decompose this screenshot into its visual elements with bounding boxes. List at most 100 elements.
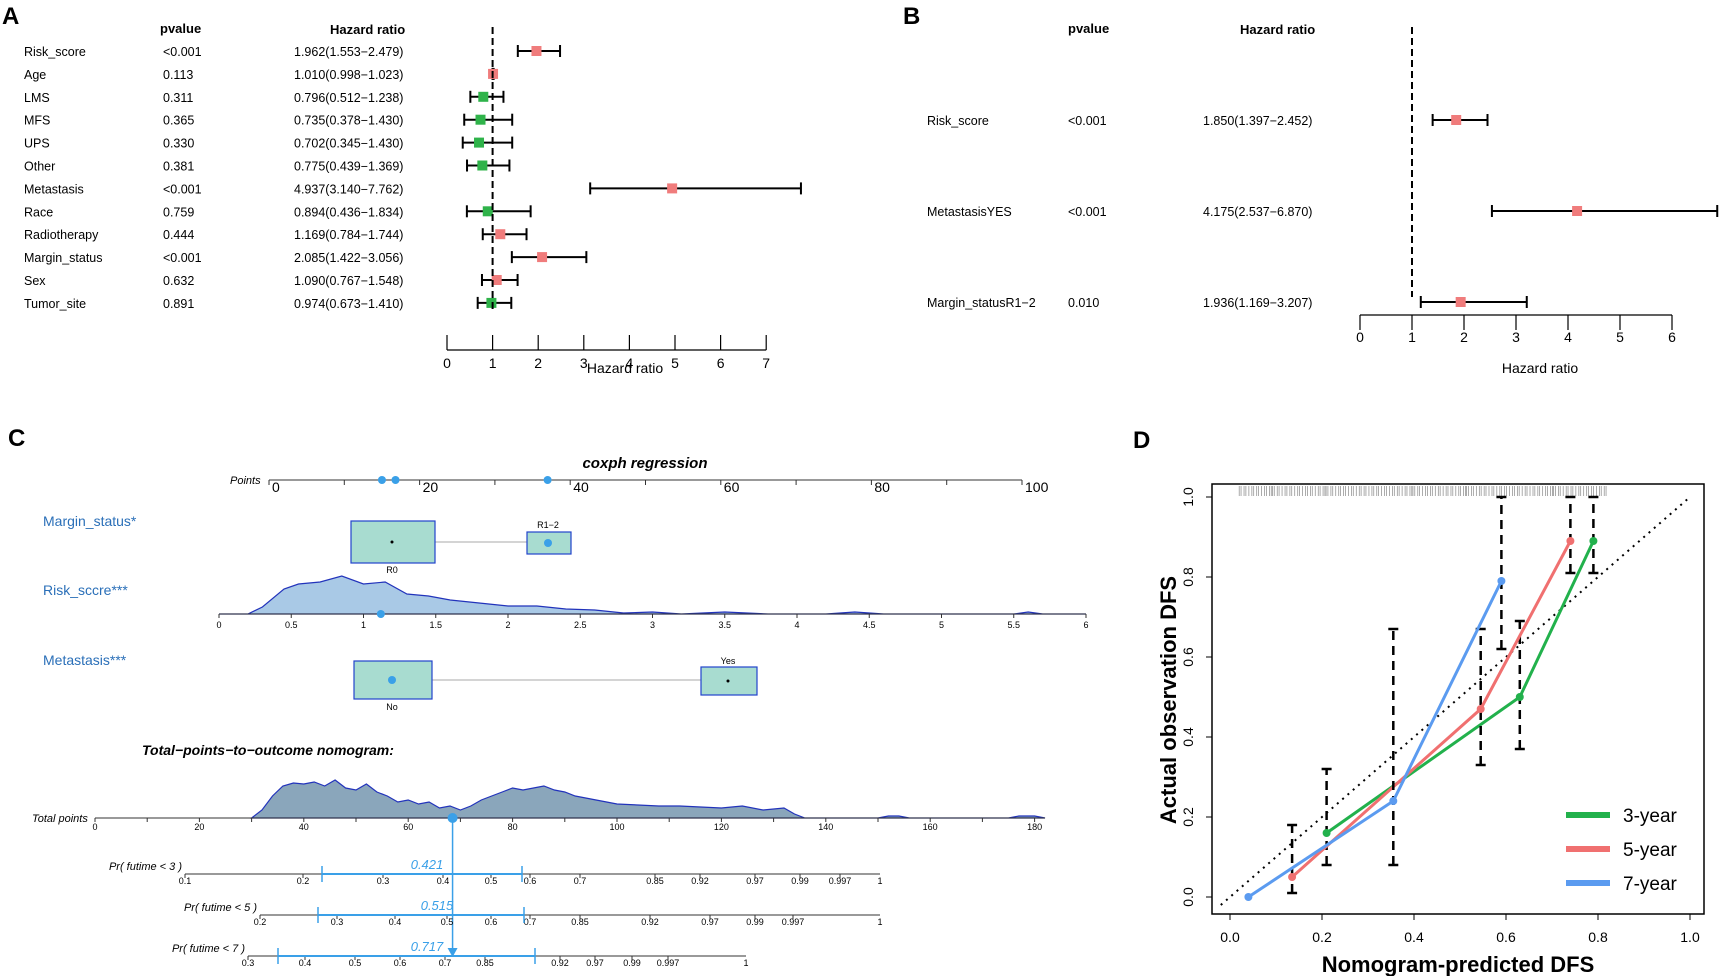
x-tick-label: 0 (1356, 329, 1364, 345)
x-tick-label: 2 (1460, 329, 1468, 345)
pr-tick-label: 0.97 (586, 958, 604, 968)
risk-tick-label: 6 (1083, 620, 1088, 630)
metastasis-label: Metastasis*** (43, 652, 127, 668)
pr-tick-label: 0.92 (641, 917, 659, 927)
row-label: Tumor_site (24, 297, 86, 311)
nomogram-title: coxph regression (582, 455, 707, 472)
series-point (1322, 829, 1331, 837)
margin-level-r12: R1−2 (537, 520, 559, 530)
row-hr-text: 4.175(2.537−6.870) (1203, 205, 1312, 219)
row-hr-text: 2.085(1.422−3.056) (294, 251, 403, 265)
pr-tick-label: 0.5 (349, 958, 362, 968)
series-point (1244, 893, 1253, 901)
row-hr-text: 4.937(3.140−7.762) (294, 182, 403, 196)
total-tick-label: 20 (194, 822, 204, 832)
pr-tick-label: 0.85 (571, 917, 589, 927)
pr-tick-label: 0.97 (746, 876, 764, 886)
pr-tick-label: 0.4 (299, 958, 312, 968)
y-tick-label: 0.0 (1180, 887, 1196, 907)
hr-point (482, 206, 493, 217)
hr-point (478, 91, 489, 102)
x-tick-label: 5 (1616, 329, 1624, 345)
metastasis-marker (388, 676, 396, 684)
row-hr-text: 1.936(1.169−3.207) (1203, 296, 1312, 310)
row-label: UPS (24, 137, 50, 151)
points-tick-label: 40 (573, 479, 589, 495)
row-pvalue: <0.001 (163, 45, 202, 59)
pvalue-header: pvalue (1068, 21, 1109, 36)
pr-tick-label: 0.3 (242, 958, 255, 968)
pr-tick-label-end: 1 (743, 958, 748, 968)
row-hr-text: 1.850(1.397−2.452) (1203, 114, 1312, 128)
row-pvalue: 0.113 (163, 68, 193, 82)
row-label: LMS (24, 91, 50, 105)
total-tick-label: 80 (508, 822, 518, 832)
metastasis-level-yes: Yes (721, 656, 736, 666)
pr-tick-label: 0.6 (394, 958, 407, 968)
row-label: Risk_score (927, 114, 989, 128)
x-tick-label: 0.0 (1220, 929, 1240, 945)
row-hr-text: 1.169(0.784−1.744) (294, 228, 403, 242)
risk-tick-label: 1 (361, 620, 366, 630)
x-axis-label: Hazard ratio (587, 360, 663, 376)
pr-tick-label: 0.99 (623, 958, 641, 968)
series-point (1476, 705, 1485, 713)
x-axis-label: Hazard ratio (1502, 360, 1578, 376)
pr-tick-label: 0.2 (297, 876, 310, 886)
row-label: Risk_score (24, 45, 86, 59)
panel-label-c: C (8, 425, 25, 452)
pr-tick-label-end: 1 (877, 876, 882, 886)
points-marker (543, 476, 552, 484)
hr-point (495, 229, 506, 240)
pr-tick-label: 0.7 (439, 958, 452, 968)
hr-point (1572, 206, 1583, 216)
points-label: Points (230, 475, 261, 487)
row-label: Other (24, 160, 55, 174)
row-hr-text: 0.894(0.436−1.834) (294, 205, 403, 219)
row-label: Margin_status (24, 251, 103, 265)
total-tick-label: 140 (818, 822, 833, 832)
ideal-diagonal (1220, 496, 1691, 906)
metastasis-box-dot (726, 679, 730, 683)
x-tick-label: 0.2 (1312, 929, 1332, 945)
pr-tick-label: 0.85 (646, 876, 664, 886)
row-pvalue: 0.632 (163, 274, 194, 288)
series-line (1247, 580, 1503, 899)
x-tick-label: 1 (1408, 329, 1416, 345)
x-tick-label: 4 (626, 355, 634, 371)
series-point (1589, 537, 1598, 545)
total-tick-label: 40 (299, 822, 309, 832)
row-label: MFS (24, 114, 50, 128)
risk-tick-label: 5 (939, 620, 944, 630)
pr-tick-label: 0.6 (524, 876, 537, 886)
x-tick-label: 0.8 (1588, 929, 1608, 945)
points-marker (377, 476, 386, 484)
row-hr-text: 0.735(0.378−1.430) (294, 114, 403, 128)
panel-label-b: B (903, 3, 920, 30)
hr-header: Hazard ratio (1240, 22, 1315, 37)
x-tick-label: 6 (1668, 329, 1676, 345)
risk-tick-label: 3 (650, 620, 655, 630)
x-tick-label: 1 (489, 355, 497, 371)
risk-tick-label: 4.5 (863, 620, 876, 630)
y-tick-label: 0.4 (1180, 727, 1196, 747)
y-axis-label: Actual observation DFS (1156, 576, 1181, 824)
hr-header: Hazard ratio (330, 22, 405, 37)
row-pvalue: 0.311 (163, 91, 193, 105)
legend-label: 3-year (1623, 806, 1678, 827)
y-tick-label: 1.0 (1180, 487, 1196, 507)
x-tick-label: 3 (1512, 329, 1520, 345)
pr-tick-label: 0.4 (389, 917, 402, 927)
row-pvalue: 0.759 (163, 205, 194, 219)
margin-status-label: Margin_status* (43, 513, 137, 529)
row-hr-text: 0.974(0.673−1.410) (294, 297, 403, 311)
row-pvalue: <0.001 (163, 182, 202, 196)
panel-label-a: A (2, 3, 19, 30)
legend-label: 5-year (1623, 840, 1678, 861)
row-label: MetastasisYES (927, 205, 1012, 219)
plot-frame (1211, 483, 1705, 915)
row-pvalue: 0.891 (163, 297, 194, 311)
total-points-label: Total points (32, 813, 88, 825)
